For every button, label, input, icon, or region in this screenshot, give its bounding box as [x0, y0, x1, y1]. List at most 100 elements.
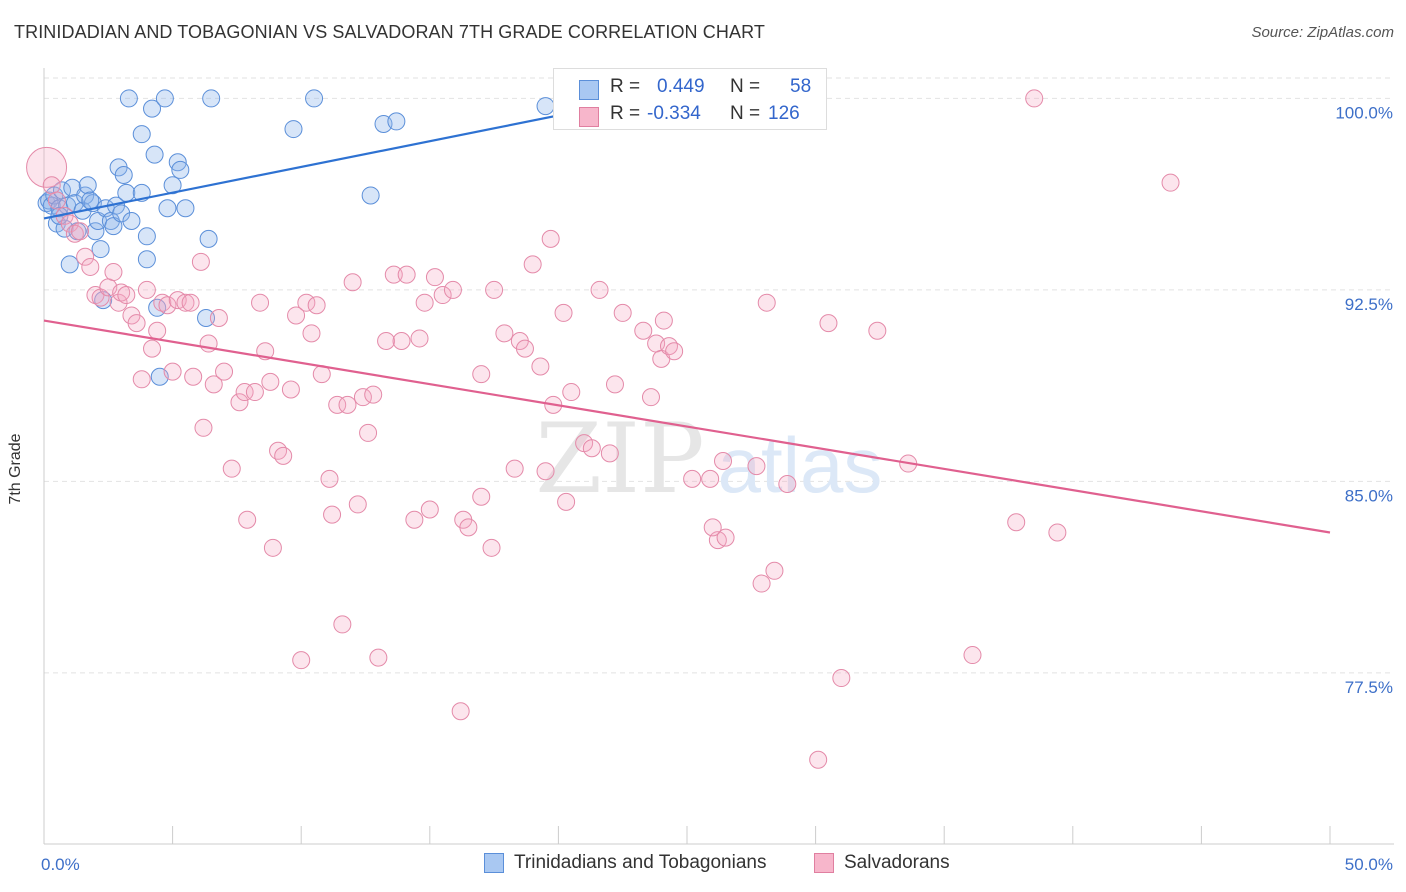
salvadoran-point	[1025, 89, 1044, 108]
salvadoran-point	[302, 324, 321, 343]
salvadoran-point	[641, 388, 660, 407]
salvadoran-point	[91, 288, 110, 307]
salvadoran-point	[757, 293, 776, 312]
trinidadian-point	[137, 227, 156, 246]
salvadoran-point	[747, 457, 766, 476]
salvadoran-point	[369, 648, 388, 667]
salvadoran-point	[333, 615, 352, 634]
salvadoran-point	[76, 247, 95, 266]
salvadoran-point	[590, 280, 609, 299]
trinidadian-point	[284, 120, 303, 139]
salvadoran-point	[963, 646, 982, 665]
trinidadian-point	[536, 97, 555, 116]
legend-row-trinidadian: R = 0.449 N = 58	[554, 73, 824, 101]
trinidadian-point	[86, 222, 105, 241]
series-legend-trinidadian: Trinidadians and Tobagonians	[484, 850, 794, 876]
salvadoran-point	[281, 380, 300, 399]
legend-n-value: 126	[768, 103, 800, 124]
salvadoran-point	[659, 337, 678, 356]
trinidadian-point	[114, 166, 133, 185]
salvadoran-point	[505, 459, 524, 478]
y-axis-label: 7th Grade	[7, 433, 24, 505]
salvadoran-point	[137, 280, 156, 299]
salvadoran-point	[485, 280, 504, 299]
salvadoran-point	[605, 375, 624, 394]
salvadoran-point	[127, 314, 146, 333]
salvadoran-point	[320, 469, 339, 488]
source-credit: Source: ZipAtlas.com	[1251, 24, 1394, 41]
salvadoran-point	[716, 528, 735, 547]
salvadoran-point	[287, 306, 306, 325]
x-tick-label: 0.0%	[41, 855, 80, 874]
salvadoran-point	[557, 492, 576, 511]
salvadoran-point	[261, 372, 280, 391]
trinidadian-point	[155, 89, 174, 108]
salvadoran-point	[536, 462, 555, 481]
trinidadian-point	[132, 125, 151, 144]
trinidadian-point	[361, 186, 380, 205]
salvadoran-point	[832, 669, 851, 688]
salvadoran-point	[809, 750, 828, 769]
salvadoran-point	[819, 314, 838, 333]
tick-labels: 100.0% 92.5% 85.0% 77.5% 0.0% 50.0%	[41, 103, 1393, 874]
salvadoran-point	[392, 331, 411, 350]
salvadoran-point	[328, 395, 347, 414]
legend-n-label: N =	[730, 76, 761, 97]
salvadoran-point	[415, 293, 434, 312]
correlation-legend: R = 0.449 N = 58 R = -0.334 N = 126	[553, 68, 827, 130]
salvadoran-point	[348, 495, 367, 514]
salvadoran-point	[433, 286, 452, 305]
salvadoran-point	[222, 459, 241, 478]
legend-swatch-blue	[579, 80, 599, 100]
salvadoran-point	[245, 383, 264, 402]
trinidadian-point	[112, 204, 131, 223]
salvadoran-point	[531, 357, 550, 376]
salvadoran-point	[65, 224, 84, 243]
legend-row-salvadoran: R = -0.334 N = 126	[554, 100, 824, 128]
salvadoran-point	[181, 293, 200, 312]
legend-swatch-pink	[579, 107, 599, 127]
salvadoran-point	[600, 444, 619, 463]
salvadoran-point	[230, 393, 249, 412]
salvadoran-point	[132, 370, 151, 389]
trinidadian-point	[40, 191, 59, 210]
series-label: Salvadorans	[844, 852, 950, 873]
legend-r-value: -0.334	[647, 103, 701, 124]
salvadoran-point	[459, 518, 478, 537]
data-points	[26, 89, 1180, 769]
salvadoran-point	[235, 383, 254, 402]
salvadoran-point	[377, 331, 396, 350]
salvadoran-point	[472, 487, 491, 506]
trinidadian-point	[197, 309, 216, 328]
salvadoran-point	[292, 651, 311, 670]
gridlines	[44, 77, 1394, 674]
salvadoran-point	[263, 538, 282, 557]
salvadoran-point	[868, 321, 887, 340]
salvadoran-point	[515, 339, 534, 358]
salvadoran-point	[81, 257, 100, 276]
trinidadian-trend-line	[43, 97, 644, 220]
watermark-zip: ZIP	[535, 403, 704, 515]
salvadoran-point	[384, 265, 403, 284]
salvadoran-point	[191, 252, 210, 271]
salvadoran-point	[343, 273, 362, 292]
salvadoran-point	[184, 367, 203, 386]
salvadoran-point	[451, 702, 470, 721]
salvadoran-point	[425, 268, 444, 287]
salvadoran-point	[359, 423, 378, 442]
trinidadian-point	[76, 186, 95, 205]
trinidadian-point	[119, 89, 138, 108]
salvadoran-point	[215, 362, 234, 381]
trinidadian-point	[145, 145, 164, 164]
trinidadian-point	[199, 229, 218, 248]
salvadoran-point	[153, 293, 172, 312]
trinidadian-point	[78, 176, 97, 195]
salvadoran-point	[117, 286, 136, 305]
y-tick-label: 85.0%	[1345, 486, 1393, 505]
salvadoran-point	[495, 324, 514, 343]
y-tick-label: 100.0%	[1335, 103, 1393, 122]
trinidadian-point	[148, 298, 167, 317]
trend-lines	[43, 97, 1331, 534]
salvadoran-point	[60, 214, 79, 233]
salvadoran-point	[204, 375, 223, 394]
